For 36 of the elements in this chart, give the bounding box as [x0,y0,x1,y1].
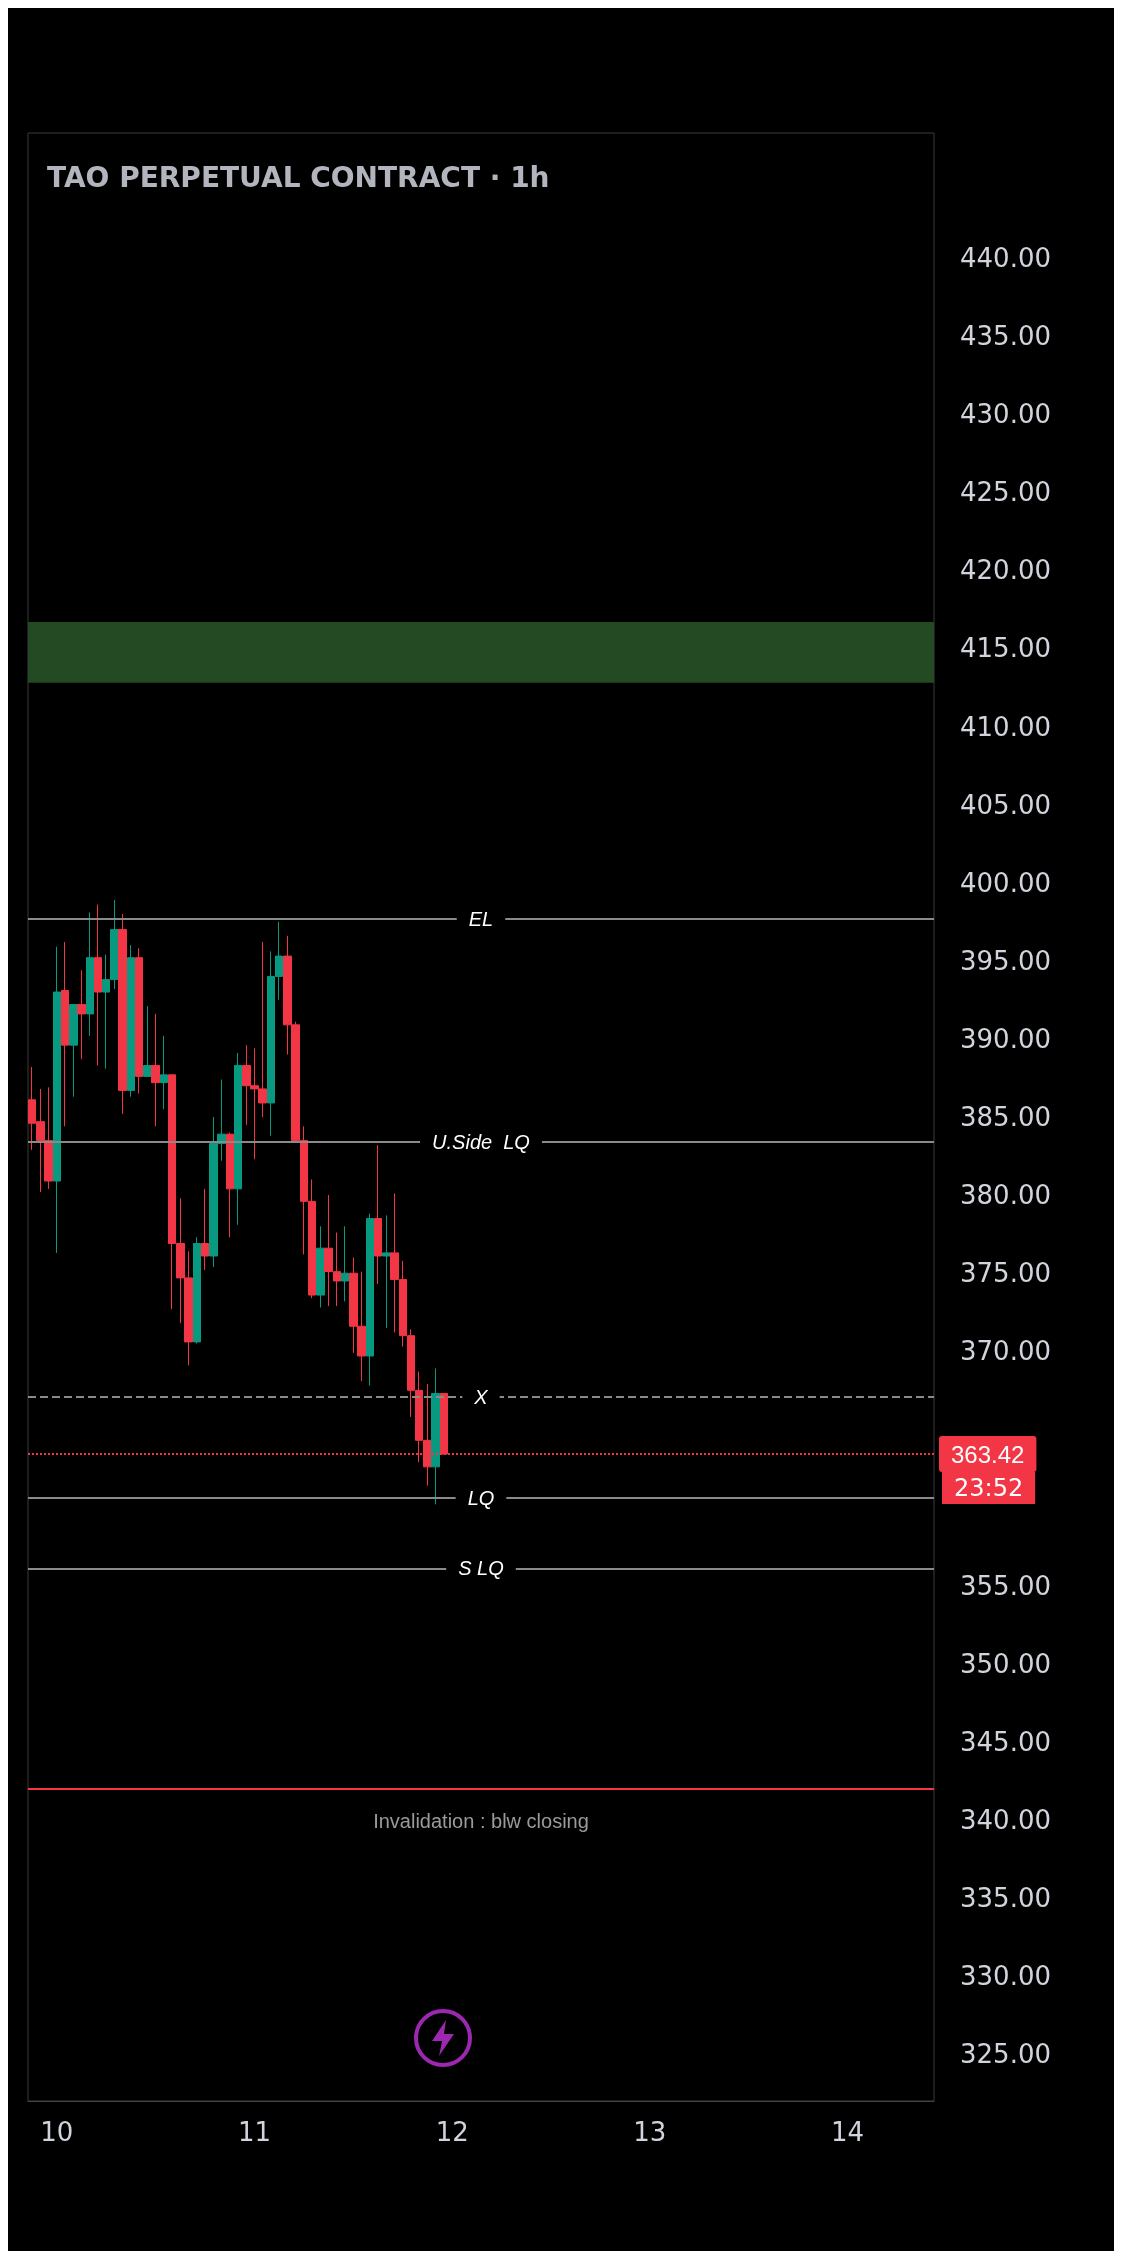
y-tick-label: 335.00 [960,1882,1051,1913]
y-tick-label: 395.00 [960,945,1051,976]
y-tick-label: 380.00 [960,1180,1051,1211]
ref-line-label: Invalidation : blw closing [373,1809,589,1832]
ref-line-label: EL [468,907,494,930]
y-tick-label: 425.00 [960,477,1051,508]
ref-line-label: LQ [467,1487,495,1510]
y-tick-label: 420.00 [960,555,1051,586]
x-tick-label: 12 [435,2117,469,2147]
y-tick-label: 355.00 [960,1570,1051,1601]
x-tick-label: 10 [40,2117,74,2147]
x-tick-label: 13 [633,2117,667,2147]
y-tick-label: 345.00 [960,1726,1051,1757]
y-tick-label: 385.00 [960,1102,1051,1132]
y-tick-label: 325.00 [960,2039,1051,2070]
y-tick-label: 430.00 [960,399,1051,430]
x-tick-label: 14 [830,2117,865,2147]
y-tick-label: 435.00 [960,321,1051,352]
text: 23:52 [954,1474,1024,1503]
y-tick-label: 390.00 [960,1023,1051,1054]
y-tick-label: 415.00 [960,633,1051,664]
y-tick-label: 400.00 [960,867,1051,898]
y-tick-label: 370.00 [960,1336,1051,1367]
y-tick-label: 340.00 [960,1804,1051,1835]
y-tick-label: 405.00 [960,789,1051,820]
ref-line-label: 363.42 [951,1440,1025,1468]
x-tick-label: 11 [237,2117,272,2147]
y-tick-label: 375.00 [960,1258,1051,1289]
ref-line-label: S LQ [458,1557,504,1580]
y-tick-label: 350.00 [960,1648,1051,1679]
ref-line-label: U.Side LQ [432,1130,530,1153]
ref-line-label: X [473,1385,489,1408]
text: TAO PERPETUAL CONTRACT · 1h [47,160,550,194]
y-tick-label: 440.00 [960,242,1051,273]
y-tick-label: 330.00 [960,1961,1051,1992]
y-tick-label: 410.00 [960,711,1051,742]
